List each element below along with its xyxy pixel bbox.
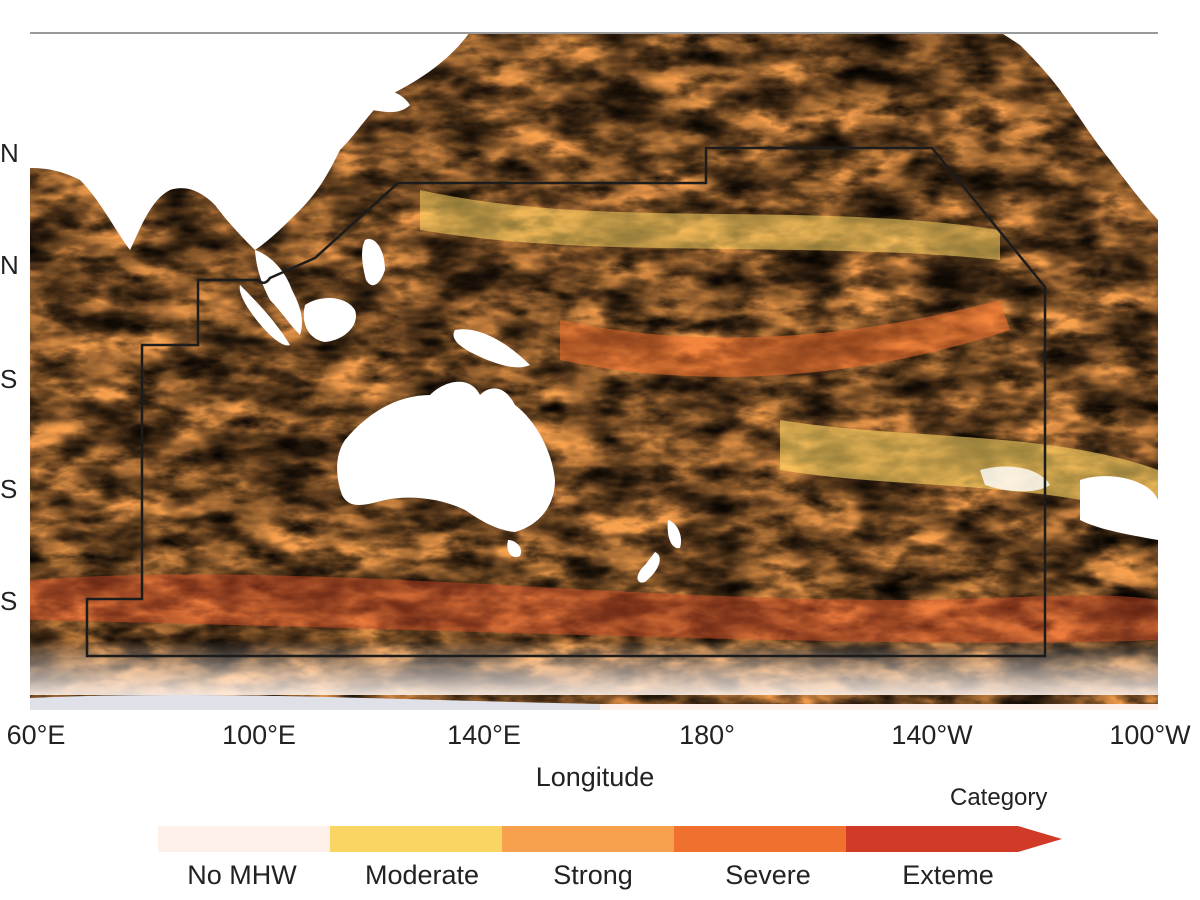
legend-swatch-no-mhw bbox=[158, 826, 331, 852]
south-no-mhw-fade bbox=[30, 640, 1158, 695]
latitude-label: N bbox=[0, 250, 19, 280]
korea-japan-gap bbox=[360, 89, 410, 113]
tasmania-island bbox=[507, 540, 522, 558]
legend-label-no-mhw: No MHW bbox=[187, 860, 297, 890]
new-zealand-north-island bbox=[667, 520, 682, 549]
latitude-label: N bbox=[0, 138, 19, 168]
longitude-label: 100°W bbox=[1109, 720, 1191, 750]
legend-swatch-severe bbox=[674, 826, 847, 852]
philippines-islands bbox=[362, 239, 385, 286]
x-axis-title: Longitude bbox=[535, 762, 655, 792]
legend-label-strong: Strong bbox=[553, 860, 633, 890]
latitude-label: S bbox=[0, 586, 18, 616]
asia-landmass bbox=[30, 32, 470, 250]
land-masses bbox=[30, 32, 1158, 583]
longitude-label: 100°E bbox=[222, 720, 296, 750]
north-america-coast bbox=[1000, 32, 1158, 220]
legend-colorbar bbox=[158, 826, 1062, 852]
legend-title: Category bbox=[950, 784, 1048, 811]
moderate-band-south bbox=[780, 420, 1158, 520]
longitude-label: 140°E bbox=[447, 720, 521, 750]
legend-arrow-tip bbox=[1018, 826, 1062, 852]
sea-ice-strip bbox=[30, 694, 600, 710]
legend-swatch-moderate bbox=[330, 826, 503, 852]
new-guinea-island bbox=[453, 329, 530, 368]
new-zealand-south-island bbox=[637, 552, 660, 583]
latitude-label: S bbox=[0, 364, 18, 394]
white-patch-southeast bbox=[980, 466, 1050, 492]
indochina-landmass bbox=[255, 250, 303, 335]
white-patch-south-pacific bbox=[1080, 476, 1158, 540]
map-panel bbox=[30, 32, 1158, 710]
legend-swatch-exteme bbox=[846, 826, 1018, 852]
borneo-island bbox=[303, 298, 356, 342]
antarctic-white-strip bbox=[600, 704, 1158, 710]
longitude-label: 180° bbox=[679, 720, 735, 750]
moderate-band-north bbox=[420, 190, 1000, 260]
equatorial-severe-band bbox=[560, 300, 1010, 377]
legend-label-moderate: Moderate bbox=[364, 860, 480, 890]
legend-swatch-strong bbox=[502, 826, 675, 852]
study-region-outline bbox=[85, 146, 1047, 658]
sumatra-island bbox=[239, 285, 290, 346]
longitude-label: 60°E bbox=[6, 720, 66, 750]
southern-ocean-extreme-band bbox=[30, 574, 1158, 643]
latitude-label: S bbox=[0, 474, 18, 504]
australia-landmass bbox=[337, 381, 555, 532]
longitude-label: 140°W bbox=[891, 720, 973, 750]
legend-label-extreme: Exteme bbox=[902, 860, 994, 890]
legend-label-severe: Severe bbox=[725, 860, 811, 890]
